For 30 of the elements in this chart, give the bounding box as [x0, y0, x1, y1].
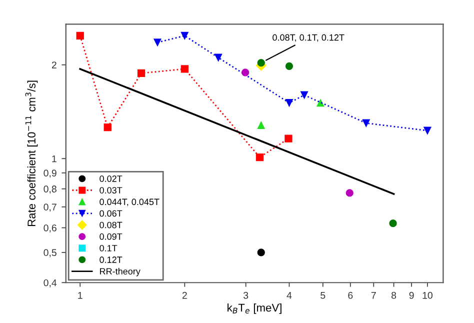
y-tick-label: 0,8 [44, 186, 56, 194]
x-tick-label: 1 [78, 292, 82, 299]
y-tick-label: 2 [52, 62, 56, 68]
y-tick-label: 1 [52, 155, 56, 162]
x-tick-label: 3 [244, 292, 248, 299]
legend-label: 0.06T [100, 210, 122, 217]
legend-label: 0.03T [100, 187, 122, 194]
y-axis-title: Rate coefficient [10$^{−11}$ cm$^{3}$/s] [25, 80, 38, 226]
x-tick-label: 5 [320, 292, 326, 299]
x-tick-label: 2 [182, 292, 187, 299]
x-tick-label: 4 [286, 292, 292, 299]
x-tick-label: 9 [409, 292, 414, 299]
y-tick-label: 0,7 [44, 204, 56, 212]
y-tick-label: 0,4 [44, 279, 57, 288]
y-tick-label: 0,9 [44, 170, 56, 178]
legend-label: 0.09T [100, 233, 122, 240]
x-axis-title: k$_{B}$T$_{e}$ [meV] [228, 303, 282, 314]
legend-label: 0.02T [100, 176, 122, 182]
legend-label: 0.044T, 0.045T [100, 198, 160, 206]
y-tick-label: 0,5 [44, 249, 56, 258]
x-tick-label: 7 [371, 292, 376, 299]
legend-label: 0.12T [100, 256, 122, 263]
x-tick-label: 10 [422, 292, 432, 299]
annotation: 0.08T, 0.1T, 0.12T [272, 34, 344, 42]
legend-label: RR-theory [100, 268, 140, 276]
legend-label: 0.1T [100, 244, 118, 252]
x-tick-label: 8 [392, 292, 396, 299]
y-tick-label: 0,6 [44, 224, 56, 233]
x-tick-label: 6 [348, 292, 353, 299]
legend-label: 0.08T [100, 222, 122, 228]
